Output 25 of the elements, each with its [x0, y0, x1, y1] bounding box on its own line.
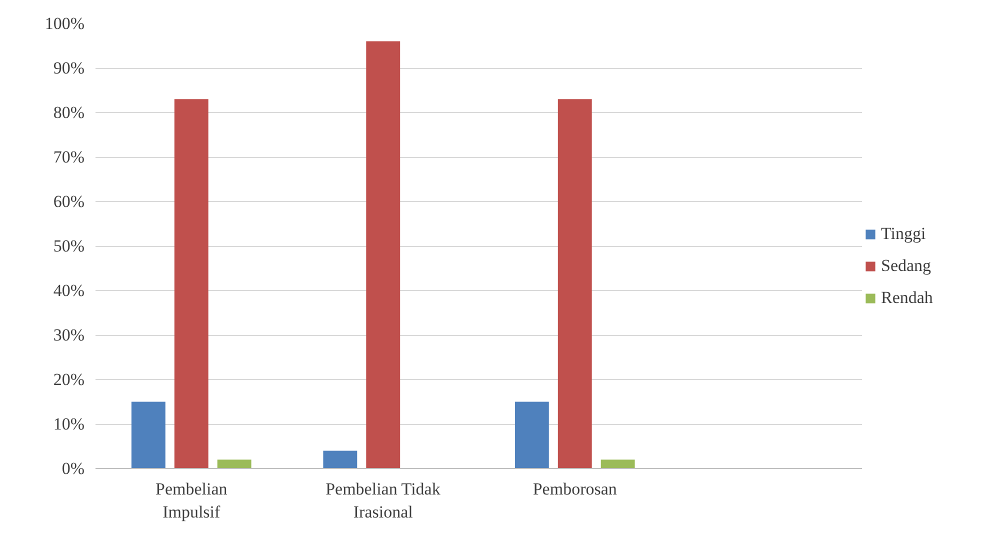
bar	[600, 460, 635, 468]
y-tick-label: 80%	[53, 103, 85, 122]
y-tick-label: 60%	[53, 192, 85, 211]
y-tick-label: 70%	[53, 148, 85, 166]
bar	[131, 402, 166, 468]
y-tick-label: 10%	[53, 414, 85, 434]
bar	[217, 460, 252, 468]
y-tick-label: 0%	[62, 459, 85, 478]
y-tick-label: 20%	[53, 370, 85, 389]
bar	[558, 99, 592, 468]
x-tick-label: Pembelian Impulsif	[155, 480, 228, 522]
legend-label: Sedang	[881, 256, 932, 276]
bar	[514, 402, 549, 468]
y-tick-label: 90%	[53, 58, 85, 78]
y-tick-label: 50%	[53, 236, 85, 256]
legend-label: Tinggi	[881, 224, 926, 244]
bar	[174, 99, 208, 468]
y-tick-label: 40%	[53, 281, 85, 300]
x-tick-label: Pembelian Tidak Irasional	[326, 480, 441, 522]
y-tick-label: 100%	[44, 14, 85, 33]
bar	[323, 450, 358, 468]
bar	[366, 41, 400, 468]
legend-label: Rendah	[881, 288, 933, 308]
x-tick-label: Pemborosan	[532, 480, 618, 498]
y-tick-label: 30%	[53, 326, 85, 344]
